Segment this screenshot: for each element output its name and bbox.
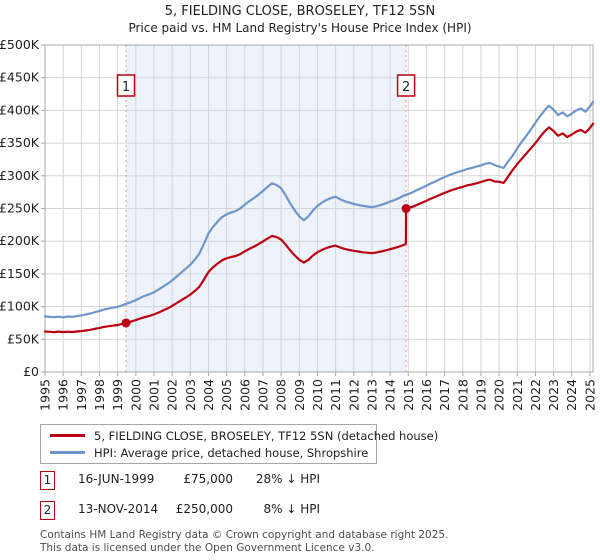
x-tick-label: 2003 [183, 379, 198, 411]
page-title: 5, FIELDING CLOSE, BROSELEY, TF12 5SN [164, 4, 436, 19]
transaction-number-badge: 1 [40, 471, 55, 490]
page-subtitle: Price paid vs. HM Land Registry's House … [128, 21, 472, 35]
x-tick-label: 2000 [128, 379, 143, 411]
footer-line1: Contains HM Land Registry data © Crown c… [40, 529, 449, 541]
x-tick-label: 2014 [383, 379, 398, 411]
x-tick-label: 2010 [310, 379, 325, 411]
y-tick-label: £500K [0, 37, 40, 52]
legend-item-hpi: HPI: Average price, detached house, Shro… [50, 444, 376, 461]
x-tick-label: 2024 [564, 379, 579, 411]
property-line-swatch [50, 434, 85, 437]
x-tick-label: 2007 [255, 379, 270, 411]
x-tick-label: 2020 [492, 379, 507, 411]
y-tick-label: £150K [0, 266, 40, 281]
x-tick-label: 1998 [92, 379, 107, 411]
x-tick-label: 2001 [146, 379, 161, 411]
x-tick-label: 2018 [455, 379, 470, 411]
sale-point [401, 204, 411, 213]
x-tick-label: 2006 [237, 379, 252, 411]
transaction-vs-hpi: 28% ↓ HPI [255, 472, 320, 486]
price-paid-line [43, 122, 595, 334]
x-tick-label: 1996 [56, 379, 71, 411]
y-tick-label: £200K [0, 233, 40, 248]
sale-point [121, 318, 131, 328]
x-tick-label: 2015 [401, 379, 416, 411]
y-tick-label: £0 [23, 364, 39, 379]
sale-marker-box [116, 74, 136, 97]
x-tick-label: 2005 [219, 379, 234, 411]
y-tick-label: £300K [0, 168, 40, 183]
x-tick-label: 2012 [346, 379, 361, 411]
x-tick-label: 2023 [546, 379, 561, 411]
y-tick-label: £250K [0, 201, 40, 216]
transaction-row: 2 13-NOV-2014 £250,000 8% ↓ HPI [0, 501, 600, 521]
y-tick-label: £100K [0, 299, 40, 314]
x-tick-label: 2022 [528, 379, 543, 411]
transaction-vs-hpi: 8% ↓ HPI [263, 502, 320, 516]
x-tick-label: 2019 [473, 379, 488, 411]
sale-marker-label: 2 [402, 80, 410, 95]
legend-label-property: 5, FIELDING CLOSE, BROSELEY, TF12 5SN (d… [94, 428, 439, 443]
y-tick-label: £50K [7, 331, 40, 346]
x-tick-label: 2002 [165, 379, 180, 411]
sale-marker-label: 1 [122, 80, 130, 95]
x-tick-label: 2017 [437, 379, 452, 411]
hpi-line [43, 100, 595, 319]
sale-marker-box [396, 74, 416, 97]
x-tick-label: 1997 [74, 379, 89, 411]
x-tick-label: 2009 [292, 379, 307, 411]
transaction-price: £250,000 [175, 502, 233, 516]
y-tick-label: £450K [0, 70, 40, 85]
chart-legend: 5, FIELDING CLOSE, BROSELEY, TF12 5SN (d… [40, 424, 438, 464]
footer-line2: This data is licensed under the Open Gov… [40, 541, 375, 554]
y-tick-label: £350K [0, 135, 40, 150]
x-tick-label: 2011 [328, 379, 343, 411]
legend-label-hpi: HPI: Average price, detached house, Shro… [94, 445, 369, 460]
license-footer: Contains HM Land Registry data © Crown c… [40, 529, 448, 555]
x-tick-label: 1995 [38, 379, 53, 411]
transaction-number-badge: 2 [40, 501, 55, 520]
x-tick-label: 2021 [510, 379, 525, 411]
x-tick-label: 2004 [201, 379, 216, 411]
price-chart: £0 £50K £100K £150K £200K £250K £300K £350K £400… [0, 37, 597, 411]
hpi-line-swatch [50, 451, 85, 454]
transaction-price: £75,000 [183, 472, 233, 486]
plot-border [44, 44, 594, 373]
transaction-row: 1 16-JUN-1999 £75,000 28% ↓ HPI [0, 471, 600, 491]
x-tick-label: 2013 [364, 379, 379, 411]
transaction-date: 13-NOV-2014 [78, 502, 159, 516]
transaction-date: 16-JUN-1999 [78, 472, 155, 486]
y-tick-label: £400K [0, 102, 40, 117]
x-tick-label: 2016 [419, 379, 434, 411]
x-tick-label: 2008 [274, 379, 289, 411]
x-tick-label: 2025 [582, 379, 597, 411]
legend-item-property: 5, FIELDING CLOSE, BROSELEY, TF12 5SN (d… [50, 427, 438, 444]
x-tick-label: 1999 [110, 379, 125, 411]
